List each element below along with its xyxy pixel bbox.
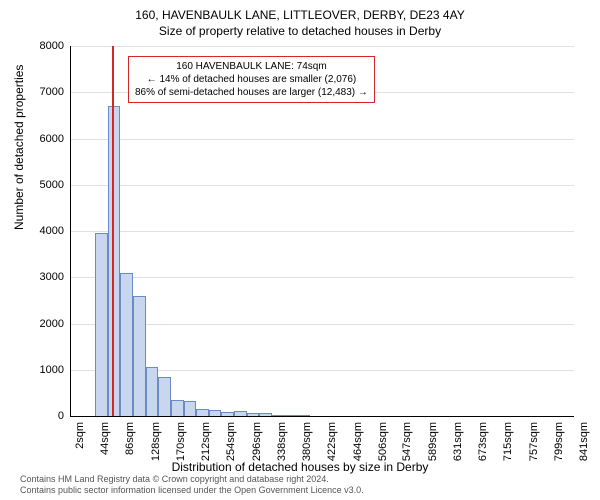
y-tick-label: 8000 (24, 40, 64, 52)
grid-line (70, 185, 574, 186)
y-tick-label: 6000 (24, 133, 64, 145)
marker-line (112, 46, 114, 416)
y-tick-label: 5000 (24, 179, 64, 191)
y-tick-label: 1000 (24, 364, 64, 376)
grid-line (70, 46, 574, 47)
y-tick-label: 7000 (24, 86, 64, 98)
y-tick-label: 2000 (24, 318, 64, 330)
y-axis-line (70, 46, 71, 416)
y-tick-label: 4000 (24, 225, 64, 237)
x-tick-label: 631sqm (452, 422, 464, 461)
x-tick-label: 715sqm (502, 422, 514, 461)
histogram-bar (120, 273, 133, 416)
histogram-bar (133, 296, 146, 416)
grid-line (70, 231, 574, 232)
footer-attribution: Contains HM Land Registry data © Crown c… (20, 474, 364, 496)
x-tick-label: 589sqm (427, 422, 439, 461)
x-tick-label: 2sqm (74, 422, 86, 449)
x-tick-label: 799sqm (553, 422, 565, 461)
y-tick-label: 0 (24, 410, 64, 422)
x-tick-label: 380sqm (301, 422, 313, 461)
annotation-line: ← 14% of detached houses are smaller (2,… (135, 73, 368, 86)
x-tick-label: 673sqm (477, 422, 489, 461)
x-tick-label: 212sqm (200, 422, 212, 461)
x-tick-label: 841sqm (578, 422, 590, 461)
x-tick-label: 422sqm (326, 422, 338, 461)
x-tick-label: 44sqm (99, 422, 111, 455)
x-axis-line (70, 416, 574, 417)
x-tick-label: 254sqm (225, 422, 237, 461)
grid-line (70, 277, 574, 278)
subtitle: Size of property relative to detached ho… (0, 24, 600, 38)
footer-line: Contains HM Land Registry data © Crown c… (20, 474, 364, 485)
x-tick-label: 757sqm (528, 422, 540, 461)
histogram-bar (196, 409, 209, 416)
histogram-bar (158, 377, 171, 416)
histogram-plot: 0100020003000400050006000700080002sqm44s… (70, 46, 574, 416)
x-tick-label: 170sqm (175, 422, 187, 461)
histogram-bar (171, 400, 184, 416)
annotation-line: 86% of semi-detached houses are larger (… (135, 86, 368, 99)
grid-line (70, 139, 574, 140)
annotation-box: 160 HAVENBAULK LANE: 74sqm← 14% of detac… (128, 56, 375, 103)
chart-area: 0100020003000400050006000700080002sqm44s… (70, 46, 574, 416)
histogram-bar (95, 233, 108, 416)
x-tick-label: 86sqm (124, 422, 136, 455)
histogram-bar (184, 401, 197, 416)
x-tick-label: 128sqm (150, 422, 162, 461)
main-title: 160, HAVENBAULK LANE, LITTLEOVER, DERBY,… (0, 8, 600, 22)
histogram-bar (146, 367, 159, 416)
y-tick-label: 3000 (24, 271, 64, 283)
x-axis-title: Distribution of detached houses by size … (0, 460, 600, 474)
x-tick-label: 547sqm (401, 422, 413, 461)
annotation-line: 160 HAVENBAULK LANE: 74sqm (135, 60, 368, 73)
x-tick-label: 464sqm (352, 422, 364, 461)
footer-line: Contains public sector information licen… (20, 485, 364, 496)
x-tick-label: 296sqm (251, 422, 263, 461)
x-tick-label: 338sqm (276, 422, 288, 461)
x-tick-label: 506sqm (377, 422, 389, 461)
